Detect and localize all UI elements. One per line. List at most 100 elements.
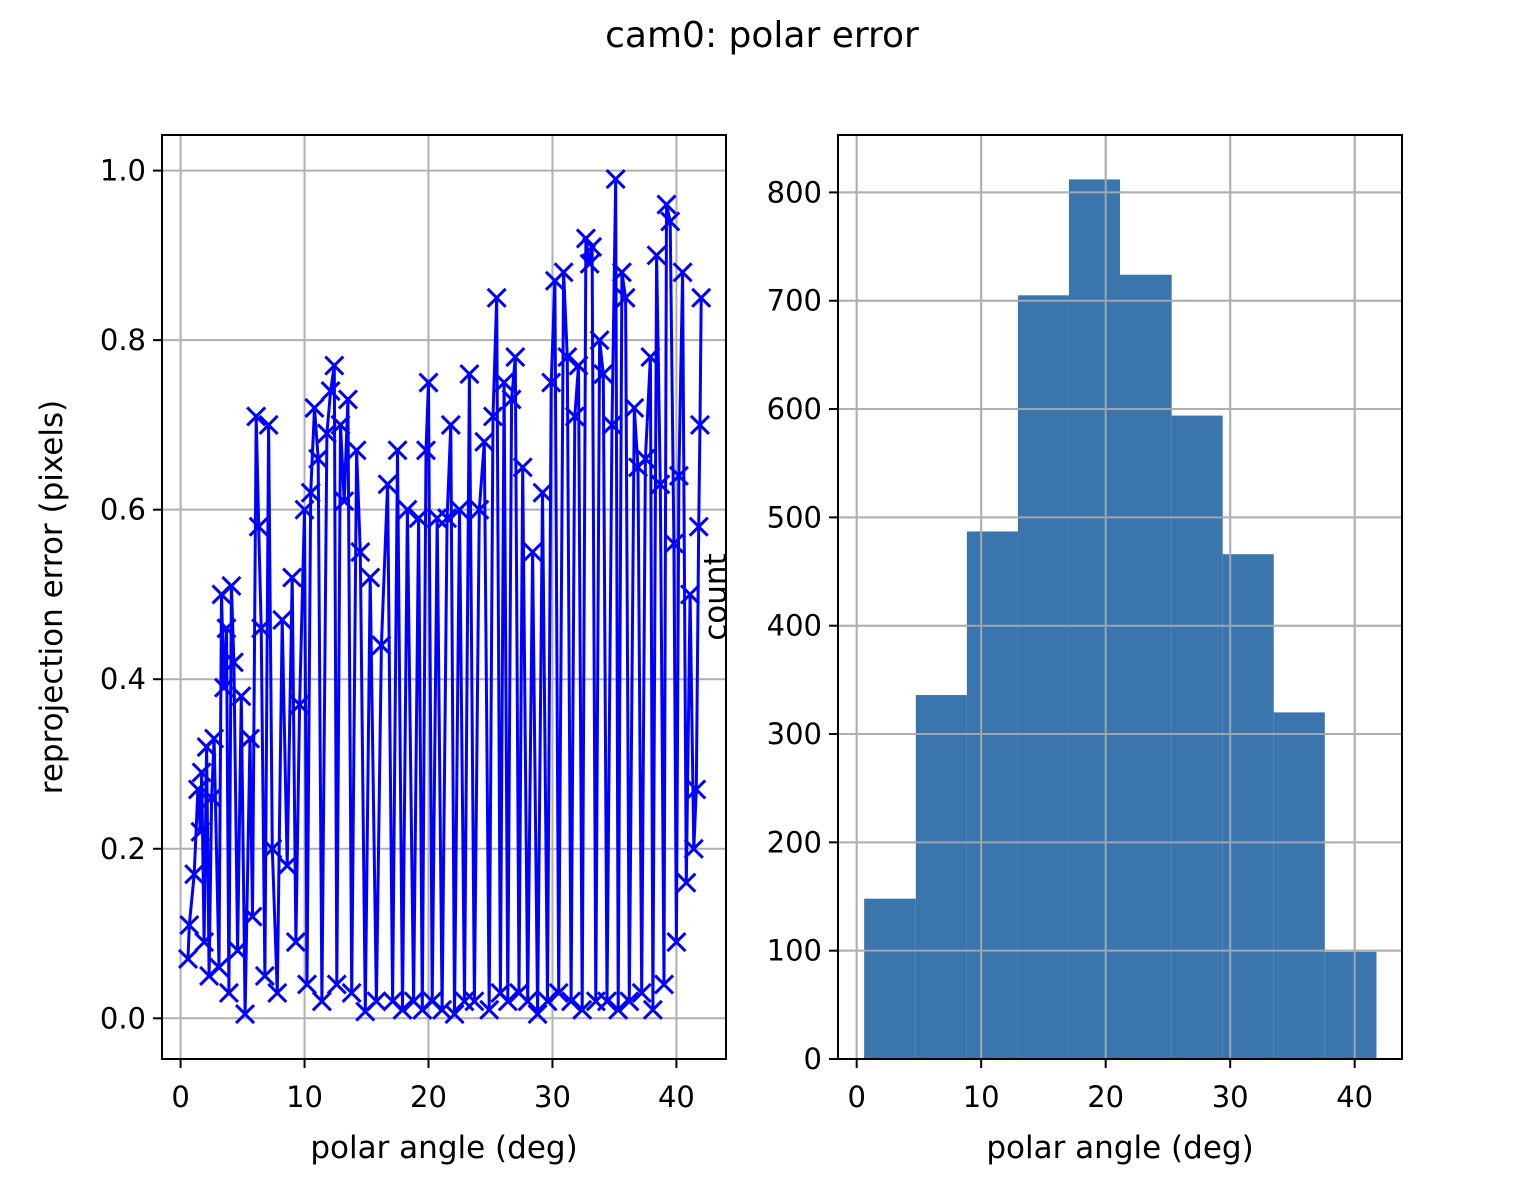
data-point-marker [593, 363, 614, 385]
data-point-marker [408, 508, 429, 529]
data-point-marker [239, 728, 261, 749]
data-point-marker [464, 991, 485, 1012]
data-point-marker [201, 787, 222, 808]
data-point-marker [282, 567, 303, 588]
y-tick-label: 0.4 [100, 662, 146, 696]
data-point-marker [296, 974, 318, 995]
data-point-marker [611, 262, 632, 283]
data-point-marker [642, 999, 663, 1020]
data-point-marker [190, 821, 211, 842]
histogram-y-axis-label: count [698, 553, 734, 640]
data-point-marker [459, 363, 480, 385]
data-point-marker [294, 499, 315, 520]
data-point-marker [221, 575, 242, 597]
data-point-marker [537, 991, 558, 1012]
data-point-marker [497, 991, 518, 1012]
data-point-marker [326, 974, 347, 995]
data-point-marker [631, 982, 652, 1003]
y-tick-label: 700 [767, 284, 822, 318]
y-tick-label: 0 [804, 1042, 822, 1076]
figure-title: cam0: polar error [605, 15, 919, 56]
data-point-marker [334, 491, 355, 512]
y-tick-label: 200 [767, 825, 822, 859]
data-point-marker [254, 965, 275, 986]
data-point-marker [676, 872, 697, 893]
data-point-marker [532, 482, 553, 503]
data-point-marker [272, 609, 293, 630]
data-point-marker [179, 915, 200, 936]
data-point-marker [191, 762, 212, 783]
data-point-marker [208, 957, 230, 978]
data-point-marker [672, 262, 693, 283]
data-point-marker [568, 355, 589, 376]
data-point-marker [640, 347, 661, 368]
data-point-marker [227, 940, 248, 961]
data-point-marker [572, 999, 593, 1020]
data-point-marker [522, 542, 543, 563]
data-point-marker [596, 991, 618, 1012]
data-point-marker [187, 779, 209, 800]
data-point-marker [223, 652, 244, 673]
x-tick-label: 10 [286, 1080, 323, 1114]
data-point-marker [482, 406, 504, 427]
x-tick-label: 30 [1212, 1080, 1249, 1114]
data-point-marker [242, 906, 263, 927]
data-point-marker [660, 211, 681, 232]
data-point-marker [688, 516, 709, 537]
data-point-marker [415, 440, 437, 461]
data-point-marker [527, 1004, 548, 1025]
x-tick-label: 0 [847, 1080, 865, 1114]
data-point-marker [324, 355, 345, 376]
histogram-bar [1324, 951, 1377, 1059]
data-point-marker [234, 1004, 256, 1025]
data-point-marker [646, 245, 667, 266]
data-point-marker [218, 982, 239, 1003]
histogram-bar [1068, 179, 1120, 1059]
data-point-marker [449, 499, 470, 520]
data-point-marker [624, 397, 645, 419]
data-point-marker [437, 508, 458, 529]
data-point-marker [371, 635, 392, 656]
data-point-marker [605, 169, 626, 190]
data-point-marker [557, 347, 578, 368]
x-tick-label: 30 [534, 1080, 571, 1114]
data-point-marker [289, 694, 310, 715]
scatter-frame [161, 134, 727, 1060]
data-point-marker [512, 457, 533, 478]
data-point-marker [689, 414, 711, 435]
x-tick-label: 40 [1336, 1080, 1373, 1114]
data-point-marker [300, 482, 321, 503]
data-point-marker [683, 838, 704, 859]
data-point-marker [346, 440, 367, 461]
y-tick-label: 0.0 [100, 1001, 146, 1035]
data-point-marker [653, 974, 675, 995]
data-point-marker [316, 423, 337, 444]
y-tick-label: 800 [767, 175, 822, 209]
data-point-marker [304, 397, 325, 419]
data-point-marker [308, 448, 329, 469]
x-tick-label: 20 [410, 1080, 447, 1114]
data-point-marker [267, 982, 288, 1003]
data-point-marker [579, 253, 600, 274]
data-point-marker [320, 380, 341, 402]
data-point-marker [686, 779, 707, 800]
data-point-marker [432, 999, 453, 1020]
data-point-marker [337, 389, 358, 410]
data-point-marker [517, 991, 538, 1012]
data-point-marker [589, 330, 610, 351]
histogram-bar [966, 531, 1018, 1059]
histogram-x-axis-label: polar angle (deg) [986, 1130, 1253, 1166]
scatter-axes: 0 10 20 30 40 0.0 0.2 0.4 0.6 0.8 1.0 polar angle … [34, 134, 727, 1166]
data-point-marker [392, 999, 413, 1020]
y-tick-label: 400 [767, 609, 822, 643]
data-point-marker [691, 287, 712, 308]
data-point-marker [656, 194, 677, 215]
data-point-marker [505, 347, 526, 368]
histogram-frame [837, 134, 1403, 1060]
scatter-x-axis-label: polar angle (deg) [310, 1130, 577, 1166]
data-point-marker [541, 372, 562, 393]
data-point-marker [194, 931, 215, 953]
y-tick-label: 100 [767, 934, 822, 968]
histogram-bar [1171, 415, 1223, 1059]
data-point-marker [663, 533, 684, 554]
